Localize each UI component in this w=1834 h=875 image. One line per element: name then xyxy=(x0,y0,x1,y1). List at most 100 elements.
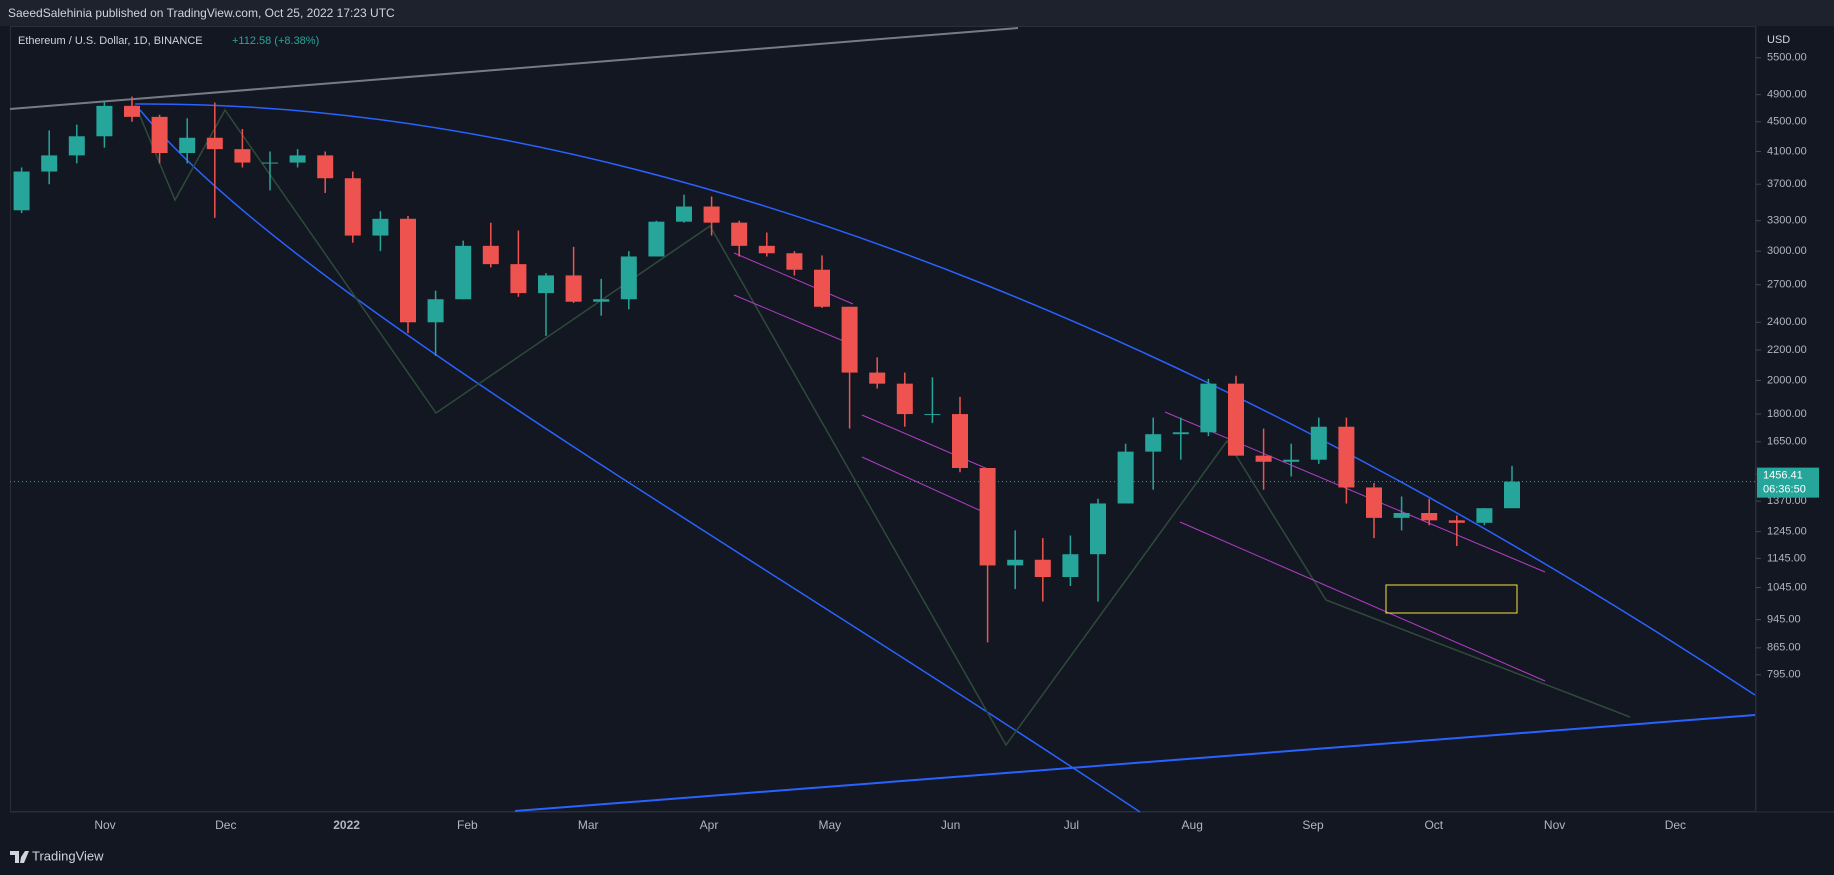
header-text: SaeedSalehinia published on TradingView.… xyxy=(8,6,395,20)
x-tick-label: Nov xyxy=(1544,818,1565,832)
header-bar xyxy=(0,0,1834,26)
y-tick-label: 3300.00 xyxy=(1767,215,1807,227)
candle-body xyxy=(841,306,858,373)
trendline xyxy=(9,27,1019,110)
candle-body xyxy=(1393,513,1410,518)
channel-line xyxy=(861,456,991,516)
y-tick-label: 2700.00 xyxy=(1767,279,1807,291)
x-tick-label: Jul xyxy=(1064,818,1079,832)
y-tick-label: 1650.00 xyxy=(1767,436,1807,448)
candle-body xyxy=(1338,426,1355,488)
candle-body xyxy=(482,245,499,265)
candle-body xyxy=(41,155,58,172)
change: +112.58 (+8.38%) xyxy=(232,35,319,47)
candle-body xyxy=(1310,426,1327,460)
candle-body xyxy=(262,162,278,164)
trendline xyxy=(514,714,1756,812)
countdown: 06:36:50 xyxy=(1763,484,1806,496)
candle-body xyxy=(896,383,913,415)
x-tick-label: Dec xyxy=(215,818,236,832)
x-tick-label: Sep xyxy=(1302,818,1324,832)
x-tick-label: Nov xyxy=(94,818,115,832)
zigzag xyxy=(134,103,1631,747)
candle-body xyxy=(814,269,830,307)
candle-body xyxy=(1366,487,1382,518)
y-tick-label: 2000.00 xyxy=(1767,374,1807,386)
candle-body xyxy=(676,206,692,222)
channel-line xyxy=(861,414,991,471)
y-tick-label: 4500.00 xyxy=(1767,116,1807,128)
y-tick-label: 4100.00 xyxy=(1767,145,1807,157)
x-tick-label: Mar xyxy=(578,818,599,832)
candle-body xyxy=(1007,559,1024,566)
candle-body xyxy=(924,414,941,416)
brand: TradingView xyxy=(32,848,104,863)
candle-body xyxy=(68,136,85,156)
candle-body xyxy=(620,256,637,300)
price-tag-bg xyxy=(1757,467,1819,498)
candle-body xyxy=(952,414,968,468)
candle-body xyxy=(703,206,720,223)
y-axis: 5500.00 4900.00 4500.00 4100.00 3700.00 3300.… xyxy=(1756,52,1807,681)
y-tick-label: 3700.00 xyxy=(1767,178,1807,190)
candle-body xyxy=(289,155,306,163)
candle-body xyxy=(1448,520,1465,523)
candle-body xyxy=(565,275,582,302)
candle-body xyxy=(731,222,748,246)
drawings xyxy=(9,27,1756,813)
candle-body xyxy=(206,137,223,150)
y-tick-label: 5500.00 xyxy=(1767,52,1807,64)
x-tick-label: May xyxy=(818,818,841,832)
x-tick-label: Jun xyxy=(941,818,960,832)
arc xyxy=(134,103,1756,696)
candle-body xyxy=(648,221,665,257)
y-tick-label: 4900.00 xyxy=(1767,89,1807,101)
candle-body xyxy=(510,264,527,294)
candle-body xyxy=(96,105,113,137)
candle-body xyxy=(400,218,416,323)
x-tick-label: Oct xyxy=(1424,818,1443,832)
candle-body xyxy=(1145,434,1162,452)
y-tick-label: 1370.00 xyxy=(1767,495,1807,507)
candle-body xyxy=(1283,459,1300,462)
x-tick-label: Feb xyxy=(457,818,478,832)
y-tick-label: 865.00 xyxy=(1767,642,1801,654)
y-tick-label: 1145.00 xyxy=(1767,552,1806,564)
candle-body xyxy=(1476,508,1493,523)
candle-body xyxy=(372,218,389,236)
candle-body xyxy=(1117,451,1134,504)
candle-body xyxy=(1062,554,1079,578)
y-tick-label: 1800.00 xyxy=(1767,408,1807,420)
candle-body xyxy=(758,245,775,254)
candles xyxy=(13,96,1520,643)
channel-line xyxy=(733,252,854,305)
y-tick-label: 2200.00 xyxy=(1767,344,1807,356)
candle-body xyxy=(151,116,168,154)
candle-body xyxy=(1255,455,1272,462)
candle-body xyxy=(1504,481,1520,509)
price-tag: 1456.41 06:36:50 xyxy=(10,467,1819,498)
y-tick-label: 795.00 xyxy=(1767,669,1801,681)
candle-body xyxy=(179,137,196,154)
candle-body xyxy=(979,467,996,566)
candle-body xyxy=(124,105,140,117)
candle-body xyxy=(1172,432,1189,435)
footer-bar xyxy=(0,840,1834,875)
candle-body xyxy=(1421,513,1438,521)
x-tick-label: Dec xyxy=(1665,818,1686,832)
candle-body xyxy=(869,372,886,384)
candle-body xyxy=(13,171,30,211)
candle-body xyxy=(786,253,803,270)
candle-body xyxy=(1200,383,1217,433)
x-tick-label: Aug xyxy=(1182,818,1203,832)
x-tick-label: 2022 xyxy=(333,818,360,832)
last-price: 1456.41 xyxy=(1763,470,1803,482)
candle-body xyxy=(1228,383,1244,456)
y-tick-label: 945.00 xyxy=(1767,614,1801,626)
candle-body xyxy=(455,245,472,300)
plot-area xyxy=(10,26,1756,812)
range-box xyxy=(1385,584,1518,614)
y-tick-label: 3000.00 xyxy=(1767,245,1807,257)
